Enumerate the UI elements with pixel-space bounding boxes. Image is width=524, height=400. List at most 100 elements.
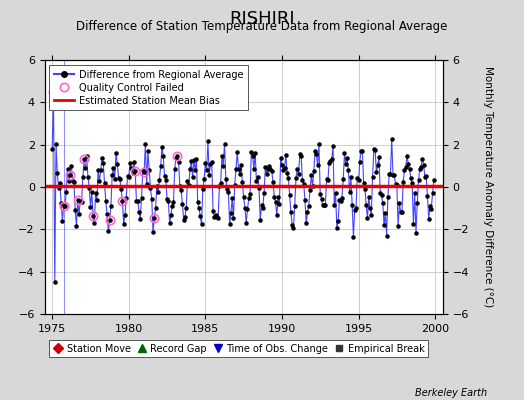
Point [119,221,128,228]
Point [293,166,301,173]
Point [413,200,421,206]
Point [257,202,266,208]
Point [356,159,364,165]
Point [278,162,286,168]
Point [406,166,414,172]
Point [118,198,127,204]
Point [384,194,392,201]
Point [348,201,356,208]
Point [303,208,312,215]
Point [160,173,169,179]
Point [75,211,83,218]
Point [136,216,145,222]
Point [211,211,220,218]
Point [73,197,82,203]
Point [325,160,333,166]
Point [193,199,202,205]
Point [157,163,165,169]
Point [199,186,207,192]
Point [374,162,382,168]
Point [89,212,97,219]
Point [110,165,118,171]
Point [275,201,283,207]
Point [269,178,277,185]
Point [260,190,268,196]
Point [427,206,435,212]
Point [318,196,326,202]
Point [169,199,178,205]
Point [96,167,105,174]
Point [424,215,433,222]
Point [172,155,180,161]
Point [336,198,345,204]
Point [401,164,410,170]
Point [134,198,142,204]
Point [246,191,254,198]
Point [394,223,402,230]
Point [362,202,370,208]
Point [222,176,230,182]
Point [284,174,292,181]
Point [375,154,383,160]
Point [104,228,113,234]
Point [195,205,203,211]
Point [338,195,346,201]
Point [178,200,187,207]
Point [265,162,274,169]
Point [149,229,157,236]
Point [245,195,253,202]
Point [94,166,102,173]
Point [279,166,288,173]
Point [166,220,174,226]
Point [201,160,210,166]
Point [247,149,256,155]
Point [261,163,269,170]
Point [113,161,122,167]
Point [271,199,280,206]
Point [64,178,73,184]
Point [99,160,107,166]
Point [294,171,303,177]
Point [239,194,248,201]
Point [423,193,432,200]
Point [161,177,170,183]
Point [186,166,194,172]
Point [225,221,234,228]
Point [125,174,133,180]
Point [237,162,245,168]
Point [363,215,372,221]
Point [111,176,119,182]
Point [388,136,396,142]
Point [143,181,151,187]
Point [333,225,341,232]
Point [287,209,295,215]
Point [248,152,257,159]
Point [330,202,339,208]
Point [233,149,242,156]
Point [223,186,231,192]
Point [86,203,95,210]
Point [354,177,363,183]
Point [289,225,298,231]
Point [103,211,111,218]
Point [130,159,138,165]
Point [210,214,219,220]
Point [70,179,78,185]
Y-axis label: Monthly Temperature Anomaly Difference (°C): Monthly Temperature Anomaly Difference (… [483,66,493,308]
Point [152,182,161,189]
Point [176,182,184,189]
Point [319,202,327,209]
Point [391,181,400,187]
Point [52,141,60,147]
Point [200,176,208,182]
Point [399,178,407,185]
Point [281,152,290,158]
Point [228,195,236,201]
Point [264,166,272,172]
Point [395,200,403,206]
Point [408,180,417,186]
Point [154,189,162,195]
Point [419,162,428,168]
Point [63,166,72,172]
Point [107,203,115,210]
